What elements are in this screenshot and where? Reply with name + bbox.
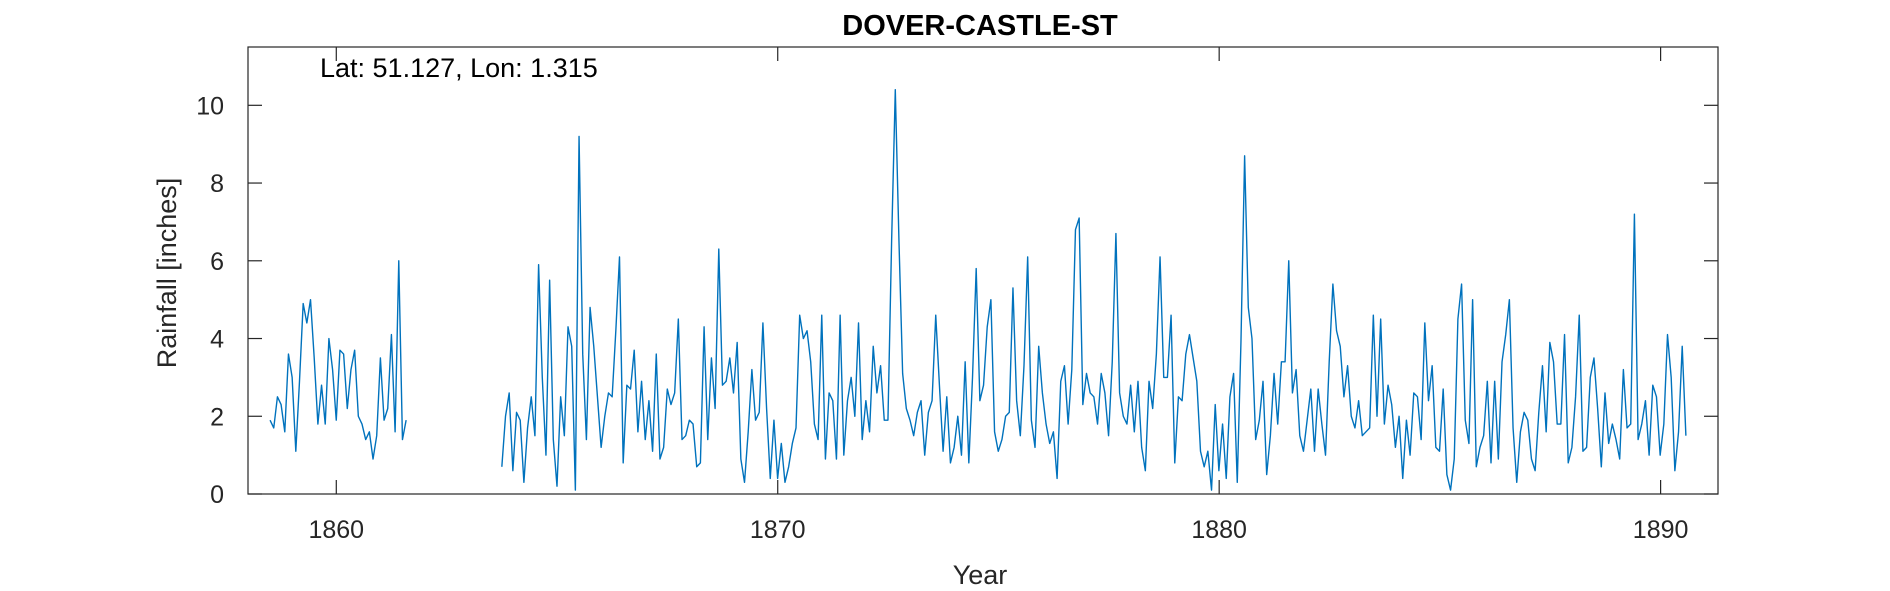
series-line-segment-1 <box>269 260 407 460</box>
x-axis-label: Year <box>953 560 1008 590</box>
y-tick-label: 10 <box>196 92 224 120</box>
plot-area: 1860 1870 1880 1890 0 2 4 6 8 10 <box>196 46 1719 544</box>
y-tick-label: 0 <box>210 481 224 509</box>
x-tick-label: 1860 <box>308 516 364 544</box>
series-line-segment-2 <box>501 89 1687 491</box>
y-tick-label: 2 <box>210 403 224 431</box>
x-tick-label: 1890 <box>1633 516 1689 544</box>
y-tick-label: 4 <box>210 326 224 354</box>
y-tick-label: 6 <box>210 248 224 276</box>
chart-title: DOVER-CASTLE-ST <box>842 10 1118 42</box>
x-tick-label: 1870 <box>750 516 806 544</box>
x-tick-label: 1880 <box>1191 516 1247 544</box>
axes-box <box>247 46 1719 495</box>
location-annotation: Lat: 51.127, Lon: 1.315 <box>320 53 598 83</box>
y-tick-label: 8 <box>210 170 224 198</box>
y-axis-label: Rainfall [inches] <box>152 178 182 369</box>
